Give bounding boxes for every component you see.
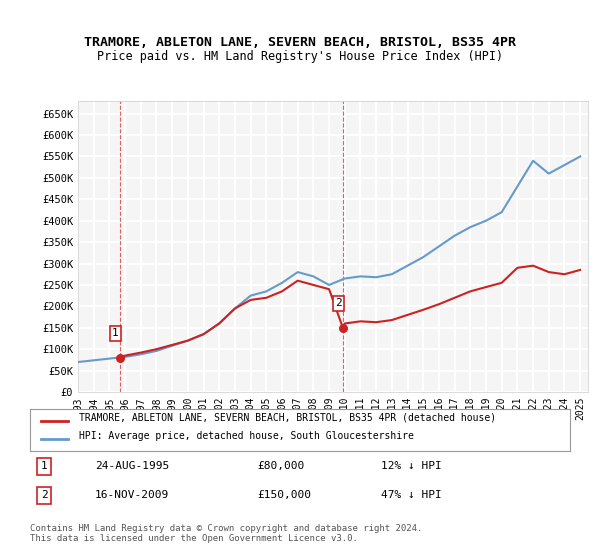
Text: 1: 1	[112, 328, 118, 338]
Text: TRAMORE, ABLETON LANE, SEVERN BEACH, BRISTOL, BS35 4PR: TRAMORE, ABLETON LANE, SEVERN BEACH, BRI…	[84, 36, 516, 49]
Text: 24-AUG-1995: 24-AUG-1995	[95, 461, 169, 472]
Point	[338, 323, 347, 332]
Text: £150,000: £150,000	[257, 491, 311, 501]
Text: 47% ↓ HPI: 47% ↓ HPI	[381, 491, 442, 501]
Text: Contains HM Land Registry data © Crown copyright and database right 2024.
This d: Contains HM Land Registry data © Crown c…	[30, 524, 422, 543]
Text: 2: 2	[41, 491, 47, 501]
Text: Price paid vs. HM Land Registry's House Price Index (HPI): Price paid vs. HM Land Registry's House …	[97, 50, 503, 63]
Text: 1: 1	[41, 461, 47, 472]
Text: £80,000: £80,000	[257, 461, 304, 472]
Point	[115, 353, 124, 362]
Text: 16-NOV-2009: 16-NOV-2009	[95, 491, 169, 501]
Text: HPI: Average price, detached house, South Gloucestershire: HPI: Average price, detached house, Sout…	[79, 431, 413, 441]
Text: 12% ↓ HPI: 12% ↓ HPI	[381, 461, 442, 472]
Text: TRAMORE, ABLETON LANE, SEVERN BEACH, BRISTOL, BS35 4PR (detached house): TRAMORE, ABLETON LANE, SEVERN BEACH, BRI…	[79, 412, 496, 422]
Text: 2: 2	[335, 298, 342, 309]
